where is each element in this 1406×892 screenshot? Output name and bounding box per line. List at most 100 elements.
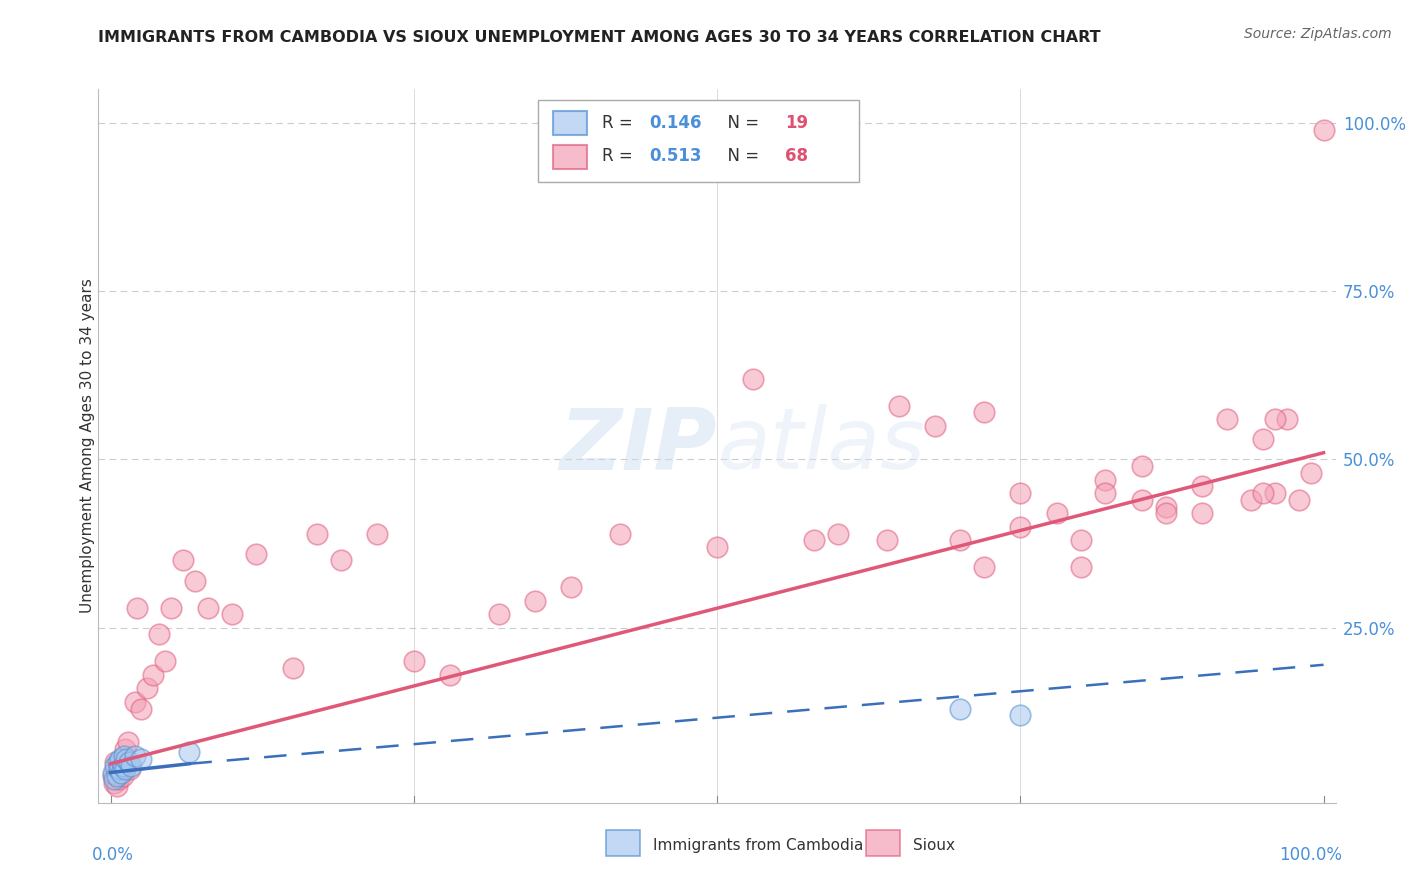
Point [949,701,972,715]
Point [560,580,582,594]
Point [129,701,152,715]
Point [1191,479,1213,493]
Point [111,758,134,772]
Point [103,775,125,789]
Point [281,661,304,675]
Text: atlas: atlas [717,404,925,488]
FancyBboxPatch shape [866,830,900,856]
Text: 0.0%: 0.0% [93,846,134,863]
Text: 100.0%: 100.0% [1279,846,1341,863]
Point [153,655,176,669]
Point [1154,500,1177,514]
Point [973,405,995,419]
Text: Immigrants from Cambodia: Immigrants from Cambodia [652,838,863,853]
Y-axis label: Unemployment Among Ages 30 to 34 years: Unemployment Among Ages 30 to 34 years [80,278,94,614]
Text: R =: R = [602,114,638,132]
Point [245,547,267,561]
Point [112,748,135,763]
Point [1010,708,1032,723]
Point [108,762,131,776]
Point [1288,492,1310,507]
Point [305,526,328,541]
Point [172,553,194,567]
Point [1251,486,1274,500]
Point [124,748,146,763]
Point [973,560,995,574]
Point [1130,492,1153,507]
Point [117,735,139,749]
Point [221,607,243,622]
Point [104,756,127,770]
Point [118,762,141,776]
Point [803,533,825,548]
Point [105,779,128,793]
Point [949,533,972,548]
Point [1154,506,1177,520]
Point [1130,459,1153,474]
Point [115,752,138,766]
Point [127,600,149,615]
Point [1215,412,1237,426]
Text: Source: ZipAtlas.com: Source: ZipAtlas.com [1244,27,1392,41]
Point [1275,412,1298,426]
Text: 68: 68 [785,147,808,165]
Point [184,574,207,588]
Point [179,745,201,759]
Point [104,758,127,772]
Point [924,418,946,433]
Point [827,526,849,541]
Text: N =: N = [717,147,765,165]
Point [1046,506,1069,520]
Text: ZIP: ZIP [560,404,717,488]
Point [1010,486,1032,500]
Point [160,600,183,615]
Point [136,681,159,696]
Point [1070,533,1092,548]
Text: Sioux: Sioux [912,838,955,853]
Point [402,655,425,669]
Point [101,765,124,780]
Point [114,762,136,776]
Point [1191,506,1213,520]
Text: 0.513: 0.513 [650,147,702,165]
Point [105,769,128,783]
Point [1010,520,1032,534]
Point [706,540,728,554]
Point [1070,560,1092,574]
Point [1312,122,1334,136]
Text: R =: R = [602,147,638,165]
Point [1264,412,1286,426]
Point [108,772,131,787]
Point [124,695,146,709]
Point [110,765,132,780]
Text: 19: 19 [785,114,808,132]
Point [876,533,898,548]
Point [110,752,132,766]
Point [887,399,910,413]
Point [1301,466,1323,480]
Point [148,627,170,641]
Point [129,752,152,766]
FancyBboxPatch shape [537,100,859,182]
Point [1264,486,1286,500]
Point [114,742,136,756]
Point [107,762,129,776]
Point [118,756,141,770]
Point [524,594,547,608]
Point [1094,473,1116,487]
Point [1094,486,1116,500]
Point [101,769,124,783]
FancyBboxPatch shape [553,111,588,135]
Point [107,756,129,770]
Text: 0.146: 0.146 [650,114,702,132]
FancyBboxPatch shape [553,145,588,169]
Point [742,372,765,386]
Point [439,668,461,682]
Point [1251,432,1274,446]
Point [110,765,132,780]
Point [1240,492,1263,507]
Point [197,600,219,615]
Point [488,607,510,622]
Text: N =: N = [717,114,765,132]
Point [111,769,134,783]
